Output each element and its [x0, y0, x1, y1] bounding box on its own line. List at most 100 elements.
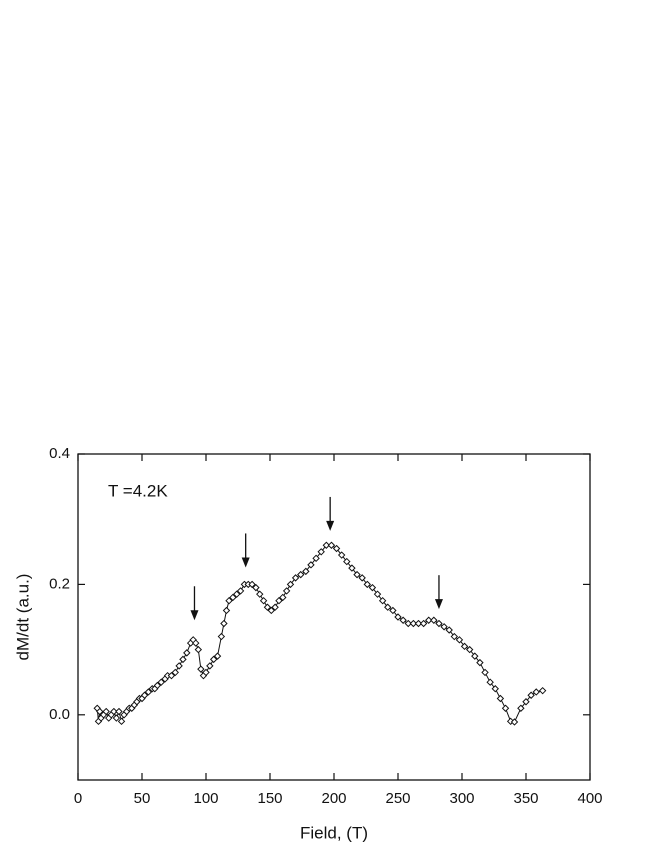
data-point — [471, 652, 479, 660]
x-tick-label: 150 — [257, 790, 282, 807]
data-point — [486, 678, 494, 686]
data-point — [491, 685, 499, 693]
x-tick-label: 50 — [134, 790, 151, 807]
x-tick-label: 300 — [449, 790, 474, 807]
arrow-head — [326, 520, 335, 531]
data-point — [373, 590, 382, 598]
data-point — [409, 619, 418, 628]
data-point — [394, 613, 402, 621]
data-point — [332, 544, 341, 553]
arrow — [326, 496, 335, 531]
x-tick-label: 200 — [321, 790, 346, 807]
data-point — [440, 623, 448, 631]
data-point — [192, 639, 200, 647]
data-point — [220, 619, 228, 628]
y-tick-label: 0.4 — [49, 445, 70, 462]
data-point — [202, 668, 210, 677]
data-point — [282, 587, 291, 595]
data-point — [140, 691, 149, 699]
data-point — [337, 551, 346, 559]
data-point — [307, 561, 315, 569]
data-point — [368, 583, 377, 592]
data-point — [527, 691, 535, 699]
data-point — [229, 593, 237, 602]
data-point — [465, 645, 474, 654]
data-point — [175, 662, 183, 670]
plot-frame — [77, 453, 591, 781]
data-point — [389, 606, 397, 615]
data-point — [157, 678, 165, 686]
data-point — [450, 632, 459, 641]
data-point — [256, 590, 264, 598]
arrow-head — [241, 557, 250, 568]
data-point — [267, 606, 275, 615]
data-point — [435, 619, 443, 628]
data-point — [167, 671, 176, 680]
data-point — [222, 606, 231, 615]
data-point — [522, 698, 530, 706]
data-point — [209, 655, 218, 664]
data-point — [279, 593, 287, 602]
x-tick-label: 400 — [577, 790, 602, 807]
data-point — [117, 717, 126, 726]
x-tick-label: 100 — [193, 790, 218, 807]
data-point — [194, 645, 203, 654]
data-point — [358, 574, 366, 582]
data-point — [206, 662, 214, 670]
y-axis-label: dM/dt (a.u.) — [13, 574, 32, 661]
data-point — [263, 603, 272, 611]
data-point — [414, 619, 423, 628]
data-point — [236, 587, 245, 595]
data-point — [153, 681, 162, 690]
data-point — [419, 619, 428, 628]
data-point — [171, 668, 179, 677]
data-point — [445, 626, 453, 634]
data-point — [481, 668, 489, 677]
data-point — [96, 707, 104, 716]
data-point — [252, 583, 260, 592]
data-point — [110, 707, 118, 716]
data-point — [248, 580, 256, 589]
data-point — [384, 603, 392, 611]
arrow-head — [434, 599, 443, 610]
data-point — [112, 714, 121, 722]
data-line — [96, 544, 543, 723]
data-point — [297, 570, 305, 579]
x-tick-label: 250 — [385, 790, 410, 807]
data-point — [425, 616, 433, 624]
data-point — [179, 655, 187, 664]
arrow-head — [190, 610, 199, 621]
annotation: T =4.2K — [108, 481, 168, 500]
x-tick-label: 0 — [74, 790, 82, 807]
data-point — [430, 616, 438, 624]
data-point — [510, 718, 519, 726]
data-point — [271, 603, 279, 611]
data-point — [501, 704, 510, 712]
data-point — [317, 548, 325, 556]
data-point — [115, 707, 123, 716]
y-tick-label: 0.2 — [49, 575, 70, 592]
data-point — [538, 686, 547, 695]
data-point — [496, 694, 505, 703]
data-point — [327, 541, 336, 549]
data-point — [455, 636, 464, 644]
data-point — [404, 619, 412, 628]
data-point — [532, 688, 540, 696]
data-point — [363, 580, 371, 589]
arrow — [241, 533, 250, 568]
x-axis-label: Field, (T) — [300, 823, 368, 842]
data-point — [102, 707, 110, 716]
data-point — [217, 632, 226, 641]
data-point — [517, 704, 525, 712]
data-point — [476, 658, 484, 667]
data-point — [183, 649, 191, 657]
data-point — [197, 665, 205, 673]
data-point — [213, 652, 222, 660]
data-point — [322, 541, 331, 549]
data-point — [378, 596, 387, 605]
data-point — [460, 642, 469, 651]
data-point — [286, 580, 295, 589]
data-point — [291, 574, 300, 582]
data-point — [275, 596, 283, 605]
